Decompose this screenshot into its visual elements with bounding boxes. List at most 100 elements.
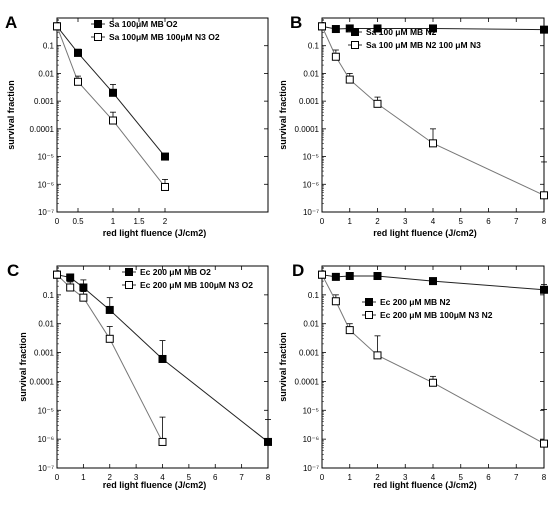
- y-tick-label: 10⁻⁶: [303, 435, 319, 444]
- data-point: [540, 191, 548, 200]
- data-point: [318, 270, 326, 279]
- data-point: [105, 334, 114, 343]
- legend: Ec 200 μM MB N2 Ec 200 μM MB 100μM N3 N2: [362, 297, 493, 320]
- series-open: [53, 22, 169, 191]
- x-tick-label: 3: [403, 473, 408, 482]
- data-point: [109, 116, 117, 125]
- x-tick-label: 7: [239, 473, 244, 482]
- data-point: [318, 22, 326, 31]
- x-tick-label: 0.5: [72, 217, 84, 226]
- x-tick-label: 8: [542, 473, 547, 482]
- y-tick-label: 0.0001: [30, 125, 55, 134]
- y-tick-label: 10⁻⁷: [38, 208, 54, 217]
- x-tick-label: 2: [108, 473, 113, 482]
- legend: Sa 100 μM MB N2 Sa 100 μM MB N2 100 μM N3: [348, 27, 481, 50]
- x-tick-label: 4: [431, 473, 436, 482]
- series-line: [321, 26, 545, 196]
- data-point: [79, 293, 88, 302]
- x-axis-title: red light fluence (J/cm2): [103, 480, 207, 490]
- legend: Sa 100μM MB O2 Sa 100μM MB 100μM N3 O2: [91, 19, 220, 42]
- y-tick-label: 0.0001: [295, 377, 320, 386]
- y-tick-label: 10⁻⁵: [303, 153, 319, 162]
- y-tick-label: 10⁻⁵: [303, 406, 319, 415]
- y-axis-title: survival fraction: [278, 332, 288, 402]
- y-tick-label: 0.1: [43, 42, 55, 51]
- data-point: [161, 152, 169, 161]
- x-tick-label: 5: [459, 217, 464, 226]
- series-open: [318, 22, 548, 200]
- y-tick-label: 10⁻⁶: [38, 180, 54, 189]
- data-point: [331, 297, 340, 306]
- series-open: [318, 270, 548, 448]
- y-tick-label: 0.0001: [295, 125, 320, 134]
- x-tick-label: 6: [486, 217, 491, 226]
- series-line: [56, 26, 166, 188]
- data-point: [345, 326, 354, 335]
- x-tick-label: 3: [134, 473, 139, 482]
- legend-marker: [94, 33, 102, 41]
- data-point: [264, 437, 272, 446]
- x-tick-label: 2: [163, 217, 168, 226]
- x-tick-label: 1: [111, 217, 116, 226]
- data-point: [345, 272, 354, 281]
- y-tick-label: 10⁻⁵: [38, 153, 54, 162]
- data-point: [540, 25, 548, 34]
- x-tick-label: 4: [160, 473, 165, 482]
- legend-marker: [125, 281, 133, 289]
- y-tick-label: 0.0001: [30, 377, 55, 386]
- x-tick-label: 1.5: [133, 217, 145, 226]
- legend-entry: Sa 100 μM MB N2 100 μM N3: [366, 40, 481, 50]
- x-tick-label: 2: [375, 473, 380, 482]
- legend-marker: [125, 268, 133, 276]
- legend-marker: [351, 41, 359, 49]
- series-line: [321, 274, 545, 445]
- x-tick-label: 1: [348, 473, 353, 482]
- plot-frame: [56, 17, 269, 213]
- y-tick-label: 10⁻⁷: [303, 464, 319, 473]
- y-tick-label: 10⁻⁵: [38, 406, 54, 415]
- x-axis-title: red light fluence (J/cm2): [373, 228, 477, 238]
- chart-panel-c: 0.1 0.01 0.001 0.0001 10⁻⁵ 10⁻⁶ 10⁻⁷0 1 2 3 4 5 6 7 8 C…: [7, 261, 272, 490]
- legend-entry: Ec 200 μM MB 100μM N3 O2: [140, 280, 253, 290]
- chart-panel-b: 0.1 0.01 0.001 0.0001 10⁻⁵ 10⁻⁶ 10⁻⁷0 1 2 3 4 5 6 7 8 B…: [278, 13, 548, 238]
- x-tick-label: 6: [213, 473, 218, 482]
- series-open: [53, 270, 167, 446]
- x-tick-label: 0: [320, 217, 325, 226]
- data-point: [429, 24, 437, 33]
- panel-label: A: [5, 13, 17, 32]
- y-tick-label: 10⁻⁶: [303, 180, 319, 189]
- data-point: [373, 24, 382, 33]
- panel-label: D: [292, 261, 304, 280]
- data-point: [109, 88, 117, 97]
- chart-panel-a: 0.1 0.01 0.001 0.0001 10⁻⁵ 10⁻⁶ 10⁻⁷0 0.5 1 1.5 2 A…: [5, 13, 269, 238]
- series-filled: [318, 270, 548, 294]
- y-tick-label: 0.001: [34, 97, 55, 106]
- y-axis-title: survival fraction: [6, 80, 16, 150]
- data-point: [373, 99, 382, 108]
- y-tick-label: 0.01: [38, 320, 54, 329]
- data-point: [331, 25, 340, 34]
- data-point: [158, 354, 167, 363]
- legend-marker: [94, 20, 102, 28]
- x-tick-label: 6: [486, 473, 491, 482]
- legend-marker: [365, 298, 373, 306]
- chart-panel-d: 0.1 0.01 0.001 0.0001 10⁻⁵ 10⁻⁶ 10⁻⁷0 1 2 3 4 5 6 7 8 D…: [278, 261, 548, 490]
- data-point: [74, 48, 82, 57]
- x-axis-title: red light fluence (J/cm2): [373, 480, 477, 490]
- series-filled: [53, 22, 169, 161]
- legend-entry: Ec 200 μM MB N2: [380, 297, 451, 307]
- x-tick-label: 0: [320, 473, 325, 482]
- data-point: [429, 378, 437, 387]
- legend: Ec 200 μM MB O2 Ec 200 μM MB 100μM N3 O2: [122, 267, 253, 290]
- x-tick-label: 8: [542, 217, 547, 226]
- y-tick-label: 10⁻⁶: [38, 435, 54, 444]
- data-point: [429, 139, 437, 148]
- panel-label: B: [290, 13, 302, 32]
- y-axis-title: survival fraction: [278, 80, 288, 150]
- data-point: [158, 437, 167, 446]
- x-tick-label: 0: [55, 473, 60, 482]
- data-point: [429, 277, 437, 286]
- data-point: [66, 273, 75, 282]
- data-point: [331, 272, 340, 281]
